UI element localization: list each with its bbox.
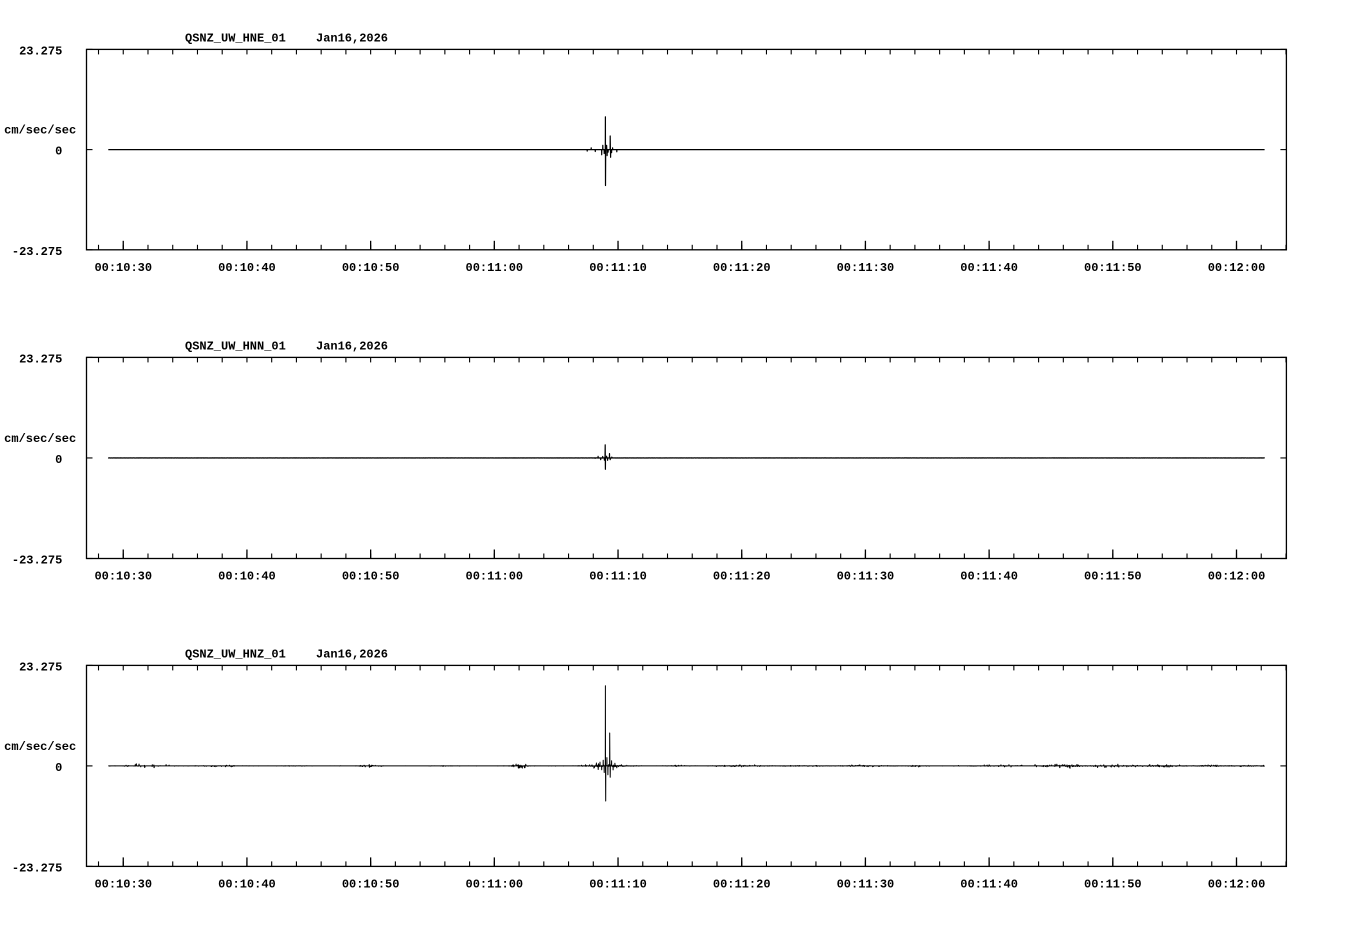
svg-text:00:10:40: 00:10:40 [218, 877, 276, 891]
svg-text:00:10:30: 00:10:30 [94, 877, 152, 891]
svg-text:00:11:40: 00:11:40 [960, 877, 1018, 891]
svg-text:00:11:20: 00:11:20 [713, 261, 771, 275]
svg-text:Jan16,2026: Jan16,2026 [316, 647, 388, 661]
svg-text:00:12:00: 00:12:00 [1208, 570, 1266, 584]
svg-text:Jan16,2026: Jan16,2026 [316, 31, 388, 45]
svg-text:00:12:00: 00:12:00 [1208, 877, 1266, 891]
svg-text:00:10:40: 00:10:40 [218, 261, 276, 275]
svg-text:-23.275: -23.275 [12, 245, 62, 259]
svg-text:cm/sec/sec: cm/sec/sec [4, 124, 76, 138]
svg-text:00:11:30: 00:11:30 [837, 877, 895, 891]
svg-text:00:10:50: 00:10:50 [342, 261, 400, 275]
svg-text:0: 0 [55, 761, 62, 775]
svg-text:QSNZ_UW_HNN_01: QSNZ_UW_HNN_01 [185, 339, 286, 353]
svg-text:00:11:00: 00:11:00 [466, 570, 524, 584]
svg-text:00:11:40: 00:11:40 [960, 261, 1018, 275]
svg-text:00:11:30: 00:11:30 [837, 570, 895, 584]
svg-text:23.275: 23.275 [19, 44, 62, 58]
svg-text:00:11:50: 00:11:50 [1084, 261, 1142, 275]
svg-text:QSNZ_UW_HNZ_01: QSNZ_UW_HNZ_01 [185, 647, 286, 661]
svg-text:00:10:40: 00:10:40 [218, 570, 276, 584]
svg-text:0: 0 [55, 145, 62, 159]
svg-text:Jan16,2026: Jan16,2026 [316, 339, 388, 353]
svg-text:23.275: 23.275 [19, 660, 62, 674]
svg-text:23.275: 23.275 [19, 352, 62, 366]
svg-text:00:11:20: 00:11:20 [713, 877, 771, 891]
svg-text:00:10:50: 00:10:50 [342, 570, 400, 584]
svg-text:00:10:50: 00:10:50 [342, 877, 400, 891]
svg-text:00:11:00: 00:11:00 [466, 877, 524, 891]
svg-text:00:11:10: 00:11:10 [589, 261, 647, 275]
svg-text:00:11:10: 00:11:10 [589, 570, 647, 584]
svg-text:-23.275: -23.275 [12, 861, 62, 875]
svg-text:00:11:00: 00:11:00 [466, 261, 524, 275]
svg-text:00:11:20: 00:11:20 [713, 570, 771, 584]
svg-text:00:11:50: 00:11:50 [1084, 877, 1142, 891]
svg-text:QSNZ_UW_HNE_01: QSNZ_UW_HNE_01 [185, 31, 286, 45]
svg-text:cm/sec/sec: cm/sec/sec [4, 432, 76, 446]
svg-text:cm/sec/sec: cm/sec/sec [4, 740, 76, 754]
svg-text:00:11:50: 00:11:50 [1084, 570, 1142, 584]
svg-text:00:10:30: 00:10:30 [94, 570, 152, 584]
svg-text:00:10:30: 00:10:30 [94, 261, 152, 275]
svg-text:-23.275: -23.275 [12, 554, 62, 568]
svg-text:0: 0 [55, 453, 62, 467]
svg-text:00:11:30: 00:11:30 [837, 261, 895, 275]
svg-text:00:11:40: 00:11:40 [960, 570, 1018, 584]
svg-text:00:11:10: 00:11:10 [589, 877, 647, 891]
svg-text:00:12:00: 00:12:00 [1208, 261, 1266, 275]
